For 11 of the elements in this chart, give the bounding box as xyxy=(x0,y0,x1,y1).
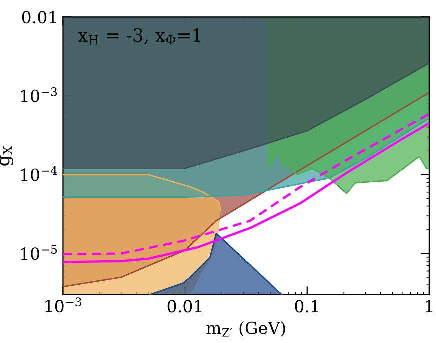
annotation: x$_{H}$ = -3, x$_{Φ}$=1 xyxy=(78,28,201,45)
x-tick-label: 10$^{−3}$ xyxy=(46,298,82,313)
x-tick-label: 0.1 xyxy=(295,300,318,313)
y-axis-title: g$_{X}$ xyxy=(0,146,14,166)
x-axis-title: m$_{Z′}$ (GeV) xyxy=(206,322,286,337)
y-tick-label: 0.01 xyxy=(22,11,56,24)
y-tick-label: 10$^{−4}$ xyxy=(21,166,58,182)
x-tick-label: 1 xyxy=(426,300,432,313)
y-tick-label: 10$^{−5}$ xyxy=(21,245,58,260)
y-tick-label: 10$^{−3}$ xyxy=(21,88,58,102)
x-tick-label: 0.01 xyxy=(168,300,202,313)
